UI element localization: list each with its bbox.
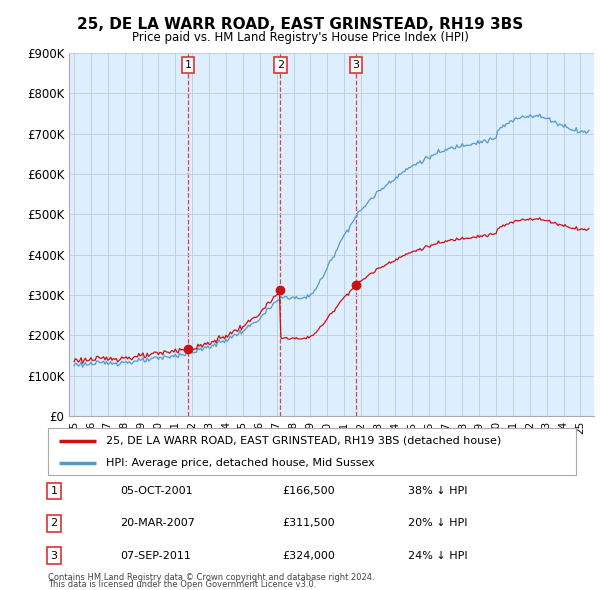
Text: 25, DE LA WARR ROAD, EAST GRINSTEAD, RH19 3BS: 25, DE LA WARR ROAD, EAST GRINSTEAD, RH1… bbox=[77, 17, 523, 31]
Text: 20% ↓ HPI: 20% ↓ HPI bbox=[408, 519, 467, 528]
Text: 05-OCT-2001: 05-OCT-2001 bbox=[120, 486, 193, 496]
Text: This data is licensed under the Open Government Licence v3.0.: This data is licensed under the Open Gov… bbox=[48, 579, 316, 589]
Text: £166,500: £166,500 bbox=[282, 486, 335, 496]
Text: 24% ↓ HPI: 24% ↓ HPI bbox=[408, 551, 467, 560]
Text: £324,000: £324,000 bbox=[282, 551, 335, 560]
Text: £311,500: £311,500 bbox=[282, 519, 335, 528]
Text: 1: 1 bbox=[185, 60, 191, 70]
Text: Price paid vs. HM Land Registry's House Price Index (HPI): Price paid vs. HM Land Registry's House … bbox=[131, 31, 469, 44]
Text: 20-MAR-2007: 20-MAR-2007 bbox=[120, 519, 195, 528]
Text: 1: 1 bbox=[50, 486, 58, 496]
Text: 2: 2 bbox=[277, 60, 284, 70]
Text: 3: 3 bbox=[352, 60, 359, 70]
Text: 38% ↓ HPI: 38% ↓ HPI bbox=[408, 486, 467, 496]
Text: 3: 3 bbox=[50, 551, 58, 560]
Text: 25, DE LA WARR ROAD, EAST GRINSTEAD, RH19 3BS (detached house): 25, DE LA WARR ROAD, EAST GRINSTEAD, RH1… bbox=[106, 436, 502, 446]
Text: Contains HM Land Registry data © Crown copyright and database right 2024.: Contains HM Land Registry data © Crown c… bbox=[48, 572, 374, 582]
Text: 07-SEP-2011: 07-SEP-2011 bbox=[120, 551, 191, 560]
Text: 2: 2 bbox=[50, 519, 58, 528]
Text: HPI: Average price, detached house, Mid Sussex: HPI: Average price, detached house, Mid … bbox=[106, 458, 375, 468]
